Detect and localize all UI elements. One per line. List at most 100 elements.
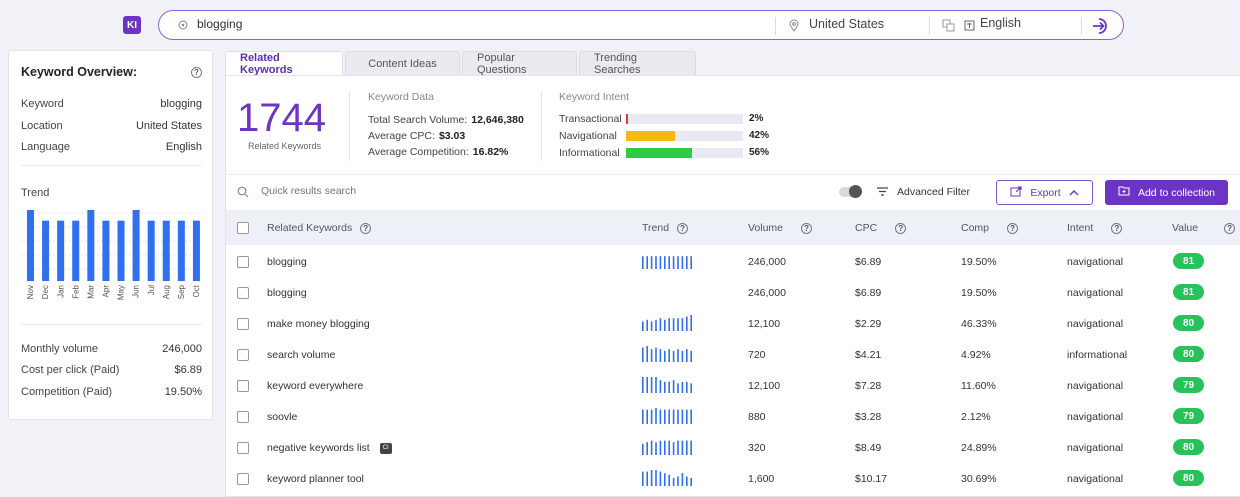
trend-bar bbox=[147, 220, 155, 281]
volume-cell: 246,000 bbox=[748, 256, 786, 268]
table-row[interactable]: blogging 246,000 $6.89 19.50% navigational 81 bbox=[226, 277, 1240, 308]
sparkline-bar bbox=[668, 474, 670, 486]
keyword-cell[interactable]: negative keywords list CI bbox=[267, 442, 392, 454]
keyword-intent-title: Keyword Intent bbox=[559, 91, 630, 103]
sparkline-bar bbox=[646, 409, 648, 424]
row-checkbox[interactable] bbox=[237, 287, 249, 299]
row-checkbox[interactable] bbox=[237, 380, 249, 392]
tab-bar: Related Keywords Content Ideas Popular Q… bbox=[225, 51, 698, 76]
trend-month-label: Apr bbox=[102, 285, 111, 298]
sparkline-bar bbox=[668, 318, 670, 331]
tab-content-ideas[interactable]: Content Ideas bbox=[345, 51, 460, 76]
tab-related-keywords[interactable]: Related Keywords bbox=[225, 51, 343, 76]
sparkline-bar bbox=[668, 409, 670, 424]
tab-popular-questions[interactable]: Popular Questions bbox=[462, 51, 577, 76]
keyword-cell[interactable]: soovle bbox=[267, 411, 298, 423]
help-icon[interactable]: ? bbox=[1224, 222, 1236, 234]
trend-sparkline bbox=[641, 283, 696, 300]
divider bbox=[929, 17, 930, 35]
search-bar[interactable]: blogging United States English bbox=[158, 10, 1124, 40]
sparkline-bar bbox=[668, 381, 670, 393]
table-row[interactable]: negative keywords list CI 320 $8.49 24.89% na… bbox=[226, 432, 1240, 463]
search-submit-icon[interactable] bbox=[1091, 16, 1111, 36]
sparkline-bar bbox=[642, 409, 644, 424]
col-trend[interactable]: Trend? bbox=[642, 222, 689, 234]
trend-month-label: Jul bbox=[147, 285, 156, 295]
sparkline-bar bbox=[677, 383, 679, 393]
table-row[interactable]: keyword everywhere 12,100 $7.28 11.60% navig… bbox=[226, 370, 1240, 401]
row-checkbox[interactable] bbox=[237, 411, 249, 423]
help-icon[interactable]: ? bbox=[360, 222, 372, 234]
sparkline-bar bbox=[646, 346, 648, 362]
language-select[interactable]: English bbox=[980, 16, 1021, 30]
add-to-collection-button[interactable]: Add to collection bbox=[1105, 180, 1228, 205]
location-select[interactable]: United States bbox=[809, 17, 885, 31]
intent-transactional: Transactional 2% bbox=[559, 113, 764, 125]
intent-bar bbox=[626, 148, 743, 158]
filter-toggle[interactable] bbox=[839, 185, 862, 198]
intent-bar bbox=[626, 114, 743, 124]
table-row[interactable]: make money blogging 12,100 $2.29 46.33% navi… bbox=[226, 308, 1240, 339]
sparkline-bar bbox=[672, 442, 675, 455]
value-badge: 79 bbox=[1173, 377, 1204, 393]
intent-bar bbox=[626, 131, 743, 141]
average-cpc: Average CPC: $3.03 bbox=[368, 130, 466, 142]
volume-cell: 320 bbox=[748, 442, 766, 454]
row-checkbox[interactable] bbox=[237, 473, 249, 485]
intent-navigational: Navigational 42% bbox=[559, 130, 770, 142]
col-related-keywords[interactable]: Related Keywords? bbox=[267, 222, 372, 234]
divider bbox=[349, 91, 350, 161]
sparkline-bar bbox=[690, 383, 692, 393]
col-intent[interactable]: Intent? bbox=[1067, 222, 1123, 234]
table-row[interactable]: keyword planner tool 1,600 $10.17 30.69% nav… bbox=[226, 463, 1240, 494]
select-all-checkbox[interactable] bbox=[237, 222, 249, 234]
advanced-filter-button[interactable]: Advanced Filter bbox=[897, 186, 970, 198]
keyword-cell[interactable]: blogging bbox=[267, 287, 307, 299]
help-icon[interactable]: ? bbox=[1007, 222, 1019, 234]
col-comp[interactable]: Comp? bbox=[961, 222, 1019, 234]
col-value[interactable]: Value? bbox=[1172, 222, 1236, 234]
export-button[interactable]: Export bbox=[996, 180, 1093, 205]
sparkline-bar bbox=[681, 440, 684, 455]
sparkline-bar bbox=[690, 409, 692, 424]
help-icon[interactable]: ? bbox=[677, 222, 689, 234]
intent-cell: navigational bbox=[1067, 411, 1124, 423]
app-logo[interactable]: KI bbox=[123, 16, 141, 34]
trend-bar bbox=[42, 220, 50, 281]
col-volume[interactable]: Volume? bbox=[748, 222, 813, 234]
overview-row-location: Location United States bbox=[21, 120, 202, 132]
sparkline-bar bbox=[655, 470, 657, 486]
row-checkbox[interactable] bbox=[237, 442, 249, 454]
keyword-cell[interactable]: keyword everywhere bbox=[267, 380, 364, 392]
value-badge: 81 bbox=[1173, 284, 1204, 300]
table-row[interactable]: blogging 246,000 $6.89 19.50% navigational 81 bbox=[226, 246, 1240, 277]
table-row[interactable]: search volume 720 $4.21 4.92% informational 8… bbox=[226, 339, 1240, 370]
help-icon[interactable]: ? bbox=[1111, 222, 1123, 234]
volume-cell: 12,100 bbox=[748, 318, 781, 330]
keyword-cell[interactable]: make money blogging bbox=[267, 318, 370, 330]
quick-results-search-input[interactable] bbox=[261, 185, 461, 197]
row-checkbox[interactable] bbox=[237, 318, 249, 330]
keyword-cell[interactable]: keyword planner tool bbox=[267, 473, 364, 485]
row-checkbox[interactable] bbox=[237, 349, 249, 361]
comp-cell: 19.50% bbox=[961, 256, 997, 268]
search-query-input[interactable]: blogging bbox=[197, 17, 243, 31]
help-icon[interactable]: ? bbox=[191, 67, 202, 78]
help-icon[interactable]: ? bbox=[801, 222, 813, 234]
translate-icon bbox=[941, 18, 955, 32]
keyword-cell[interactable]: search volume bbox=[267, 349, 336, 361]
tab-trending-searches[interactable]: Trending Searches bbox=[579, 51, 696, 76]
sparkline-bar bbox=[677, 409, 679, 424]
value-badge: 81 bbox=[1173, 253, 1204, 269]
volume-cell: 1,600 bbox=[748, 473, 775, 485]
table-row[interactable]: soovle 880 $3.28 2.12% navigational 79 bbox=[226, 401, 1240, 432]
help-icon[interactable]: ? bbox=[895, 222, 907, 234]
sparkline-bar bbox=[650, 256, 653, 269]
keyword-cell[interactable]: blogging bbox=[267, 256, 307, 268]
trend-month-label: Jan bbox=[56, 285, 65, 298]
volume-cell: 880 bbox=[748, 411, 766, 423]
col-cpc[interactable]: CPC? bbox=[855, 222, 907, 234]
row-checkbox[interactable] bbox=[237, 256, 249, 268]
sparkline-bar bbox=[664, 440, 666, 455]
sparkline-bar bbox=[659, 380, 662, 393]
